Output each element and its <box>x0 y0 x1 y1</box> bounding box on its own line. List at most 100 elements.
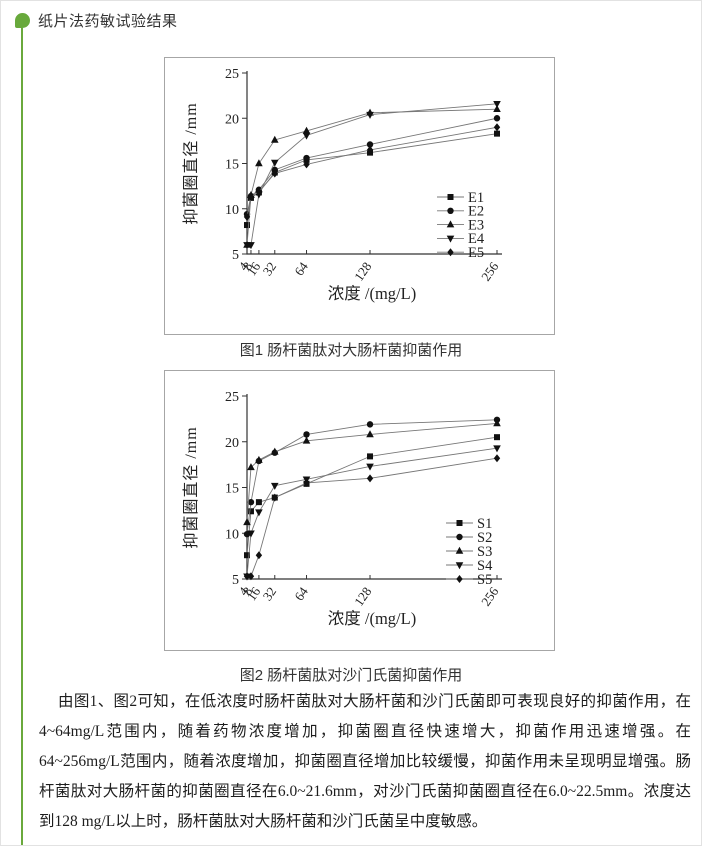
y-tick-label: 15 <box>225 482 239 497</box>
data-point-circle <box>447 207 454 214</box>
data-point-diamond <box>493 454 501 463</box>
series-S4 <box>243 445 501 581</box>
vertical-accent-line <box>21 28 23 845</box>
data-point-triangle-up <box>455 546 464 554</box>
data-point-circle <box>493 115 501 122</box>
data-point-circle <box>456 533 463 541</box>
data-point-circle <box>366 421 374 428</box>
data-point-triangle-up <box>247 463 255 471</box>
series-E5 <box>243 123 501 221</box>
data-point-triangle-up <box>366 430 374 438</box>
data-point-triangle-down <box>493 445 501 453</box>
y-axis-label: 抑菌圈直径 /mm <box>182 426 200 548</box>
data-point-triangle-up <box>302 436 311 444</box>
data-point-square <box>244 222 250 229</box>
data-point-triangle-down <box>493 100 501 108</box>
y-tick-label: 15 <box>225 158 239 173</box>
data-point-triangle-up <box>302 126 311 134</box>
data-point-triangle-down <box>247 242 255 250</box>
data-point-circle <box>247 498 255 506</box>
x-tick-label: 32 <box>259 584 279 603</box>
legend-label: E4 <box>468 231 485 247</box>
data-point-triangle-down <box>270 159 279 167</box>
figure2-caption: 图2 肠杆菌肽对沙门氏菌抑菌作用 <box>239 667 463 684</box>
y-tick-label: 10 <box>225 527 239 542</box>
data-point-triangle-up <box>255 159 263 167</box>
y-tick-label: 20 <box>225 112 239 127</box>
data-point-circle <box>366 141 374 148</box>
data-point-triangle-up <box>493 105 501 112</box>
data-point-triangle-down <box>455 562 464 570</box>
legend-label: E2 <box>468 204 484 220</box>
legend-label: E1 <box>468 190 484 206</box>
legend-label: S4 <box>477 558 493 574</box>
data-point-triangle-down <box>302 132 311 140</box>
series-S1 <box>244 434 500 559</box>
series-S3 <box>243 419 501 526</box>
leaf-bullet-icon <box>15 13 30 28</box>
data-point-diamond <box>447 248 454 257</box>
y-axis-label: 抑菌圈直径 /mm <box>182 102 200 224</box>
y-tick-label: 5 <box>232 248 239 263</box>
data-point-circle <box>303 154 310 162</box>
x-tick-label: 256 <box>478 259 502 284</box>
x-axis-label: 浓度 /(mg/L) <box>328 609 416 628</box>
legend-label: E3 <box>468 217 484 233</box>
data-point-diamond <box>493 123 501 132</box>
data-point-triangle-up <box>270 447 279 455</box>
legend-label: S3 <box>477 544 492 560</box>
data-point-square <box>367 453 374 460</box>
data-point-diamond <box>366 145 374 154</box>
data-point-diamond <box>247 192 255 201</box>
legend-label: S1 <box>477 516 492 532</box>
x-tick-label: 32 <box>259 259 279 278</box>
data-point-diamond <box>271 169 278 178</box>
data-point-diamond <box>247 572 255 581</box>
data-point-triangle-up <box>493 419 501 427</box>
data-point-square <box>456 520 463 526</box>
data-point-square <box>494 434 500 441</box>
data-point-triangle-down <box>255 509 263 517</box>
data-point-triangle-down <box>270 482 279 490</box>
data-point-square <box>494 130 500 137</box>
x-tick-label: 128 <box>351 584 374 609</box>
series-E4 <box>243 100 501 250</box>
data-point-diamond <box>255 551 263 560</box>
section-heading: 纸片法药敏试验结果 <box>15 10 178 31</box>
data-point-diamond <box>303 478 310 487</box>
y-tick-label: 5 <box>232 573 239 588</box>
data-point-triangle-down <box>366 463 374 471</box>
data-point-circle <box>303 431 310 438</box>
data-point-diamond <box>456 575 463 583</box>
data-point-triangle-up <box>446 220 455 228</box>
data-point-triangle-up <box>255 455 263 463</box>
data-point-diamond <box>271 493 278 502</box>
series-E3 <box>243 105 501 248</box>
data-point-triangle-up <box>243 518 251 526</box>
data-point-triangle-down <box>366 111 374 119</box>
data-point-diamond <box>255 187 263 196</box>
data-point-triangle-up <box>270 135 279 143</box>
x-tick-label: 64 <box>291 259 311 279</box>
x-tick-label: 64 <box>291 584 311 604</box>
x-axis-label: 浓度 /(mg/L) <box>328 284 416 303</box>
data-point-square <box>247 508 254 515</box>
x-tick-label: 128 <box>351 259 374 284</box>
data-point-diamond <box>366 474 374 483</box>
series-E2 <box>243 115 501 218</box>
data-point-diamond <box>303 160 310 169</box>
data-point-square <box>244 552 250 559</box>
figure1-frame: 5 10 15 20 25 4 8 16 32 64 128 256 抑菌圈直径 /mm 浓度 /(mg/… <box>164 57 555 335</box>
body-paragraph: 由图1、图2可知，在低浓度时肠杆菌肽对大肠杆菌和沙门氏菌即可表现良好的抑菌作用，… <box>39 693 691 830</box>
y-tick-label: 20 <box>225 436 239 451</box>
series-S5 <box>243 454 501 581</box>
figure2-frame: 5 10 15 20 25 4 8 16 32 64 128 256 抑菌圈直径 /mm 浓度 /(mg/… <box>164 370 555 651</box>
figure1-caption: 图1 肠杆菌肽对大肠杆菌抑菌作用 <box>239 342 463 359</box>
